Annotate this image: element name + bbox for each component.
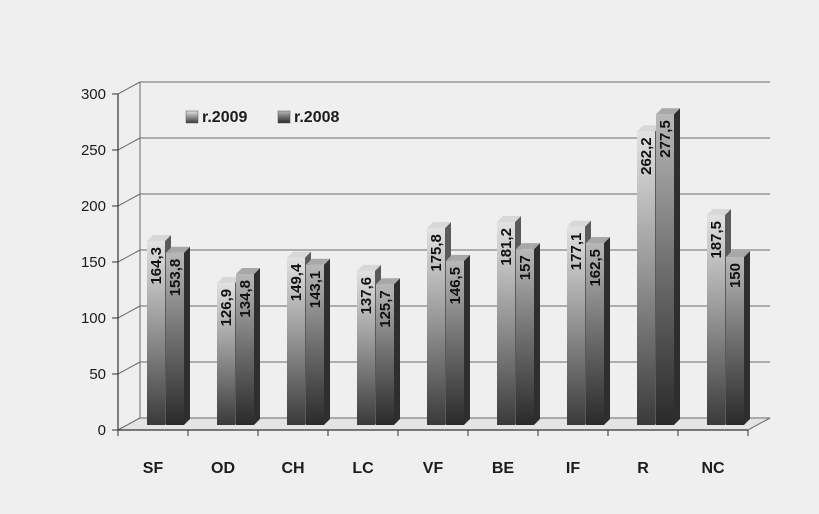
bar-top: [707, 209, 731, 215]
y-tick-label: 250: [81, 142, 106, 159]
legend-label-2008: r.2008: [294, 109, 339, 126]
y-tick-label: 100: [81, 310, 106, 327]
bar-top: [306, 258, 330, 265]
bar-r.2009-SF: [147, 240, 165, 425]
bar-top: [166, 246, 190, 253]
legend-swatch-2008: [277, 110, 291, 124]
data-label: 137,6: [358, 277, 375, 315]
bar-top: [726, 251, 750, 257]
bar-r.2009-IF: [567, 226, 585, 425]
gridline-side: [117, 193, 141, 207]
bar-top: [446, 254, 470, 261]
y-tick-label: 50: [89, 366, 106, 383]
bar-top: [497, 216, 521, 223]
data-label: 187,5: [708, 221, 725, 259]
bar-top: [287, 251, 311, 258]
bar-r.2008-CH: [306, 264, 324, 425]
legend: r.2009 r.2008: [185, 109, 339, 126]
bar-r.2009-R: [637, 131, 655, 425]
y-tick-label: 300: [81, 86, 106, 103]
bar-top: [236, 268, 260, 275]
bars: [147, 108, 750, 425]
data-labels: 164,3 153,8 126,9 134,8 149,4 143,1 137,6 125,7…: [148, 120, 744, 328]
bar-r.2008-SF: [166, 252, 184, 425]
bar-side: [394, 278, 400, 425]
bar-r.2009-VF: [427, 228, 445, 425]
data-label: 162,5: [587, 249, 604, 287]
bar-r.2009-NC: [707, 215, 725, 425]
data-label: 150: [727, 263, 744, 288]
bar-side: [744, 251, 750, 425]
bar-side: [184, 246, 190, 425]
x-tick-label: BE: [492, 460, 515, 477]
bar-top: [376, 278, 400, 285]
bar-side: [464, 254, 470, 425]
data-label: 181,2: [498, 228, 515, 266]
bar-top: [656, 108, 680, 115]
data-label: 134,8: [237, 280, 254, 318]
x-tick-label: R: [637, 460, 649, 477]
x-tick-label: NC: [701, 460, 725, 477]
bar-r.2008-BE: [516, 249, 534, 425]
bar-r.2008-VF: [446, 260, 464, 425]
x-tick-label: OD: [211, 460, 235, 477]
x-tick-label: IF: [566, 460, 580, 477]
bar-r.2009-OD: [217, 282, 235, 425]
bar-side: [674, 108, 680, 425]
bar-side: [604, 237, 610, 425]
data-label: 262,2: [638, 137, 655, 175]
bar-top: [637, 125, 661, 132]
data-label: 153,8: [167, 259, 184, 297]
bar-side: [324, 258, 330, 425]
gridline-side: [117, 361, 141, 375]
gridline-side: [117, 81, 141, 95]
data-label: 125,7: [377, 290, 394, 328]
data-label: 177,1: [568, 233, 585, 271]
bar-r.2008-R: [656, 114, 674, 425]
bar-r.2008-IF: [586, 243, 604, 425]
bar-top: [147, 234, 171, 241]
bar-top: [586, 237, 610, 243]
bar-top: [427, 222, 451, 229]
data-label: 149,4: [288, 263, 305, 301]
bar-side: [254, 268, 260, 425]
x-tick-label: LC: [352, 460, 374, 477]
data-label: 157: [517, 255, 534, 280]
data-label: 277,5: [657, 120, 674, 158]
data-label: 175,8: [428, 234, 445, 272]
bar-top: [567, 220, 591, 227]
bar-top: [357, 264, 381, 271]
gridline-side: [117, 249, 141, 263]
bar-r.2008-NC: [726, 257, 744, 425]
bar-r.2009-CH: [287, 257, 305, 425]
data-label: 146,5: [447, 267, 464, 305]
gridline-side: [117, 305, 141, 319]
data-label: 126,9: [218, 289, 235, 327]
legend-swatch-2009: [185, 110, 199, 124]
x-tick-label: SF: [143, 460, 164, 477]
x-tick-label: CH: [281, 460, 304, 477]
bar-r.2009-LC: [357, 270, 375, 425]
bar-top: [217, 276, 241, 283]
y-tick-label: 200: [81, 198, 106, 215]
axes: 0 50 100 150 200 250 300 SF OD CH LC VF BE IF R NC: [81, 86, 749, 477]
y-tick-label: 0: [98, 422, 106, 439]
legend-label-2009: r.2009: [202, 109, 247, 126]
x-tick-label: VF: [423, 460, 444, 477]
bar-r.2008-LC: [376, 284, 394, 425]
bar-top: [516, 243, 540, 250]
data-label: 143,1: [307, 271, 324, 309]
data-label: 164,3: [148, 247, 165, 285]
bar-r.2008-OD: [236, 274, 254, 425]
bar-r.2009-BE: [497, 222, 515, 425]
gridline-side: [117, 137, 141, 151]
bar-side: [534, 243, 540, 425]
y-tick-label: 150: [81, 254, 106, 271]
